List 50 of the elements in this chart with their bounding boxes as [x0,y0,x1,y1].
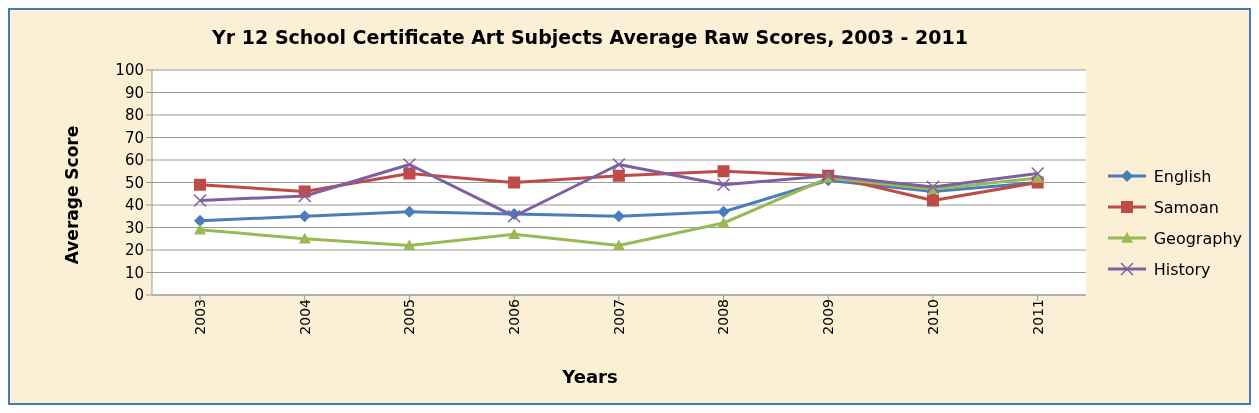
x-tick-label: 2005 [401,299,418,335]
x-tick-label: 2006 [506,298,523,335]
y-tick-label: 70 [124,128,144,147]
point [1031,172,1044,183]
x-axis-title: Years [561,366,619,387]
x-tick-label: 2010 [924,299,941,335]
point [402,157,417,172]
point [612,169,625,182]
x-tick-label: 2009 [820,299,837,335]
x-tick-label: 2008 [715,299,732,335]
y-tick-label: 30 [124,218,144,237]
point [508,228,521,240]
point [403,239,416,251]
point [716,178,731,192]
legend-label: English [1153,166,1212,186]
point [403,167,416,180]
y-tick-label: 80 [124,106,144,125]
point [717,217,730,228]
x-tick-label: 2003 [191,299,208,335]
y-tick-label: 20 [124,241,144,260]
point [717,165,730,178]
point [717,205,730,218]
y-tick-label: 50 [124,173,144,192]
y-axis-title: Average Score [62,125,82,265]
y-tick-label: 100 [115,61,144,80]
x-tick-label: 2007 [610,299,627,335]
legend-label: History [1153,259,1211,279]
point [194,178,206,191]
point [1030,166,1045,181]
point [612,239,625,251]
x-tick-label: 2004 [296,298,313,335]
point [194,223,206,235]
legend-label: Samoan [1153,197,1219,217]
point [926,194,939,207]
y-tick-label: 60 [124,151,144,170]
point [612,210,625,223]
legend-label: Geography [1153,228,1242,248]
point [612,157,626,172]
point [193,193,207,208]
y-tick-label: 90 [124,83,144,102]
point [194,214,206,227]
y-tick-label: 10 [124,263,144,282]
point [297,189,312,203]
chart-title: Yr 12 School Certificate Art Subjects Average Raw Scores, 2003 - 2011 [211,26,969,48]
y-tick-label: 0 [134,286,144,305]
point [298,232,311,244]
point [403,205,416,218]
point [508,176,521,189]
y-tick-label: 40 [124,196,144,215]
x-tick-label: 2011 [1029,299,1046,335]
